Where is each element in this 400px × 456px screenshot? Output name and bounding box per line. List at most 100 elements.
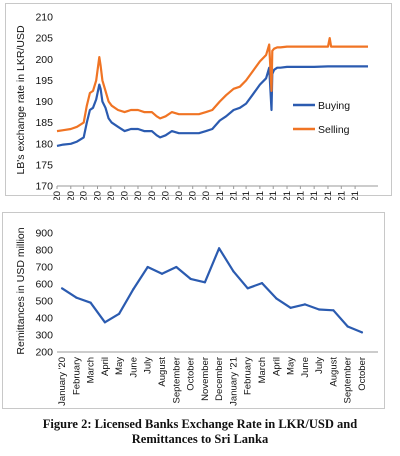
chart1-x-tick-label: 1-Nov-21	[350, 191, 361, 200]
series-line-selling	[56, 36, 368, 133]
chart1-x-tick-label: 1-Sep-21	[323, 191, 334, 200]
chart2-x-tick-label: November	[200, 357, 211, 401]
chart2-x-tick-label: August	[157, 357, 168, 387]
chart1-x-tick-label: 1-Jan-21	[215, 191, 226, 200]
chart2-x-tick-label: September	[343, 357, 354, 403]
chart1-x-tick-label: 1-Jan-20	[52, 191, 63, 200]
remittances-point	[232, 270, 235, 273]
remittances-line	[61, 247, 363, 334]
chart1-x-tick-label: 1-Feb-20	[66, 191, 77, 200]
chart1-x-tick-label: 1-Aug-21	[309, 191, 320, 200]
chart1-x-tick-label: 1-Jun-20	[120, 191, 131, 200]
chart1-x-tick-label: 1-Jul-21	[295, 191, 306, 200]
chart1-y-tick-label: 210	[35, 12, 53, 24]
chart1-x-ticks: 1-Jan-201-Feb-201-Mar-201-Apr-201-May-20…	[52, 186, 361, 200]
remittances-point	[132, 288, 135, 291]
chart2-x-ticks: January '20 February March April May June July…	[57, 357, 368, 406]
chart1-x-tick-label: 1-Apr-21	[255, 191, 266, 200]
chart2-x-tick-label: December	[214, 357, 225, 401]
chart2-x-tick-label: June	[300, 357, 311, 378]
chart1-y-tick-label: 200	[35, 54, 53, 66]
chart1-y-tick-label: 190	[35, 96, 53, 108]
remittances-point	[246, 287, 249, 290]
chart1-y-axis-title: LB's exchange rate in LKR/USD	[15, 25, 27, 174]
chart1-x-tick-label: 1-Nov-20	[188, 191, 199, 200]
chart2-frame	[2, 212, 385, 409]
chart2-x-tick-label: August	[328, 357, 339, 387]
chart1-y-tick-label: 170	[35, 181, 53, 193]
chart2-x-tick-label: January '21	[228, 357, 239, 406]
chart1-x-tick-label: 1-Aug-20	[147, 191, 158, 200]
chart2-x-tick-label: July	[314, 357, 325, 374]
chart2-y-tick-label: 900	[35, 228, 53, 240]
chart2-x-tick-label: March	[86, 357, 97, 383]
chart1-y-ticks: 170 175 180 185 190 195 200 205 210	[35, 12, 53, 193]
chart2-x-tick-label: March	[257, 357, 268, 383]
caption-line-2: Remittances to Sri Lanka	[131, 432, 269, 446]
chart1-x-tick-label: 1-May-21	[268, 191, 279, 200]
chart2-x-tick-label: April	[100, 357, 111, 376]
remittances-point	[332, 309, 335, 312]
chart2-y-tick-label: 400	[35, 313, 53, 325]
chart1-frame	[5, 3, 392, 196]
chart1-y-tick-label: 205	[35, 33, 53, 45]
remittances-point	[218, 247, 221, 250]
chart2-x-tick-label: April	[271, 357, 282, 376]
chart2-x-tick-label: January '20	[57, 357, 68, 406]
chart1-x-tick-label: 1-Jul-20	[133, 191, 144, 200]
chart2-series	[60, 247, 364, 334]
remittances-point	[318, 308, 321, 311]
chart1-x-tick-label: 1-Dec-20	[201, 191, 212, 200]
remittances-point	[118, 312, 121, 315]
remittances-point	[346, 325, 349, 328]
chart2-x-tick-label: May	[286, 357, 297, 375]
chart2-x-tick-label: May	[114, 357, 125, 375]
chart2-y-axis-title: Remittances in USD million	[15, 227, 27, 354]
series-line-buying	[56, 65, 368, 147]
legend-selling-label: Selling	[318, 124, 350, 136]
chart1-y-tick-label: 175	[35, 159, 53, 171]
chart2-x-tick-label: June	[128, 357, 139, 378]
chart2-y-tick-label: 500	[35, 296, 53, 308]
chart2-y-tick-label: 700	[35, 262, 53, 274]
chart2-x-tick-label: October	[186, 357, 197, 391]
legend-buying-label: Buying	[318, 100, 350, 112]
chart1-x-tick-label: 1-Mar-21	[241, 191, 252, 200]
chart1-y-tick-label: 195	[35, 75, 53, 87]
remittances-point	[103, 321, 106, 324]
chart2-y-ticks: 200 300 400 500 600 700 800 900	[35, 228, 53, 359]
chart2-x-tick-label: February	[71, 357, 82, 395]
chart1-x-tick-label: 1-Mar-20	[79, 191, 90, 200]
chart1-legend: Buying Selling	[293, 100, 350, 136]
remittances-point	[146, 265, 149, 269]
figure-caption: Figure 2: Licensed Banks Exchange Rate i…	[0, 417, 400, 447]
remittances-point	[60, 287, 64, 290]
chart1-x-tick-label: 1-Sep-20	[161, 191, 172, 200]
chart2-y-tick-label: 300	[35, 330, 53, 342]
chart1-x-tick-label: 1-Apr-20	[92, 191, 103, 200]
remittances-point	[303, 303, 306, 306]
remittances-point	[275, 297, 278, 300]
chart2-x-tick-label: October	[357, 357, 368, 391]
chart1-x-tick-label: 1-Oct-21	[336, 191, 347, 200]
remittances-point	[203, 281, 206, 284]
chart2-x-tick-label: September	[171, 357, 182, 403]
remittances-point	[289, 306, 292, 309]
remittances-point	[75, 296, 78, 299]
chart1-x-tick-label: 1-May-20	[106, 191, 117, 200]
remittances-point	[89, 301, 92, 304]
caption-line-1: Figure 2: Licensed Banks Exchange Rate i…	[42, 417, 358, 431]
remittances-point	[189, 277, 192, 280]
remittances-point	[360, 331, 364, 334]
chart1-y-tick-label: 180	[35, 138, 53, 150]
chart1-y-tick-label: 185	[35, 117, 53, 129]
chart2-x-tick-label: July	[143, 357, 154, 374]
chart2-x-tick-label: February	[243, 357, 254, 395]
chart2-y-tick-label: 800	[35, 245, 53, 257]
remittances-point	[175, 265, 178, 269]
chart1-x-tick-label: 1-Jun-21	[282, 191, 293, 200]
chart1-x-tick-label: 1-Feb-21	[229, 191, 240, 200]
